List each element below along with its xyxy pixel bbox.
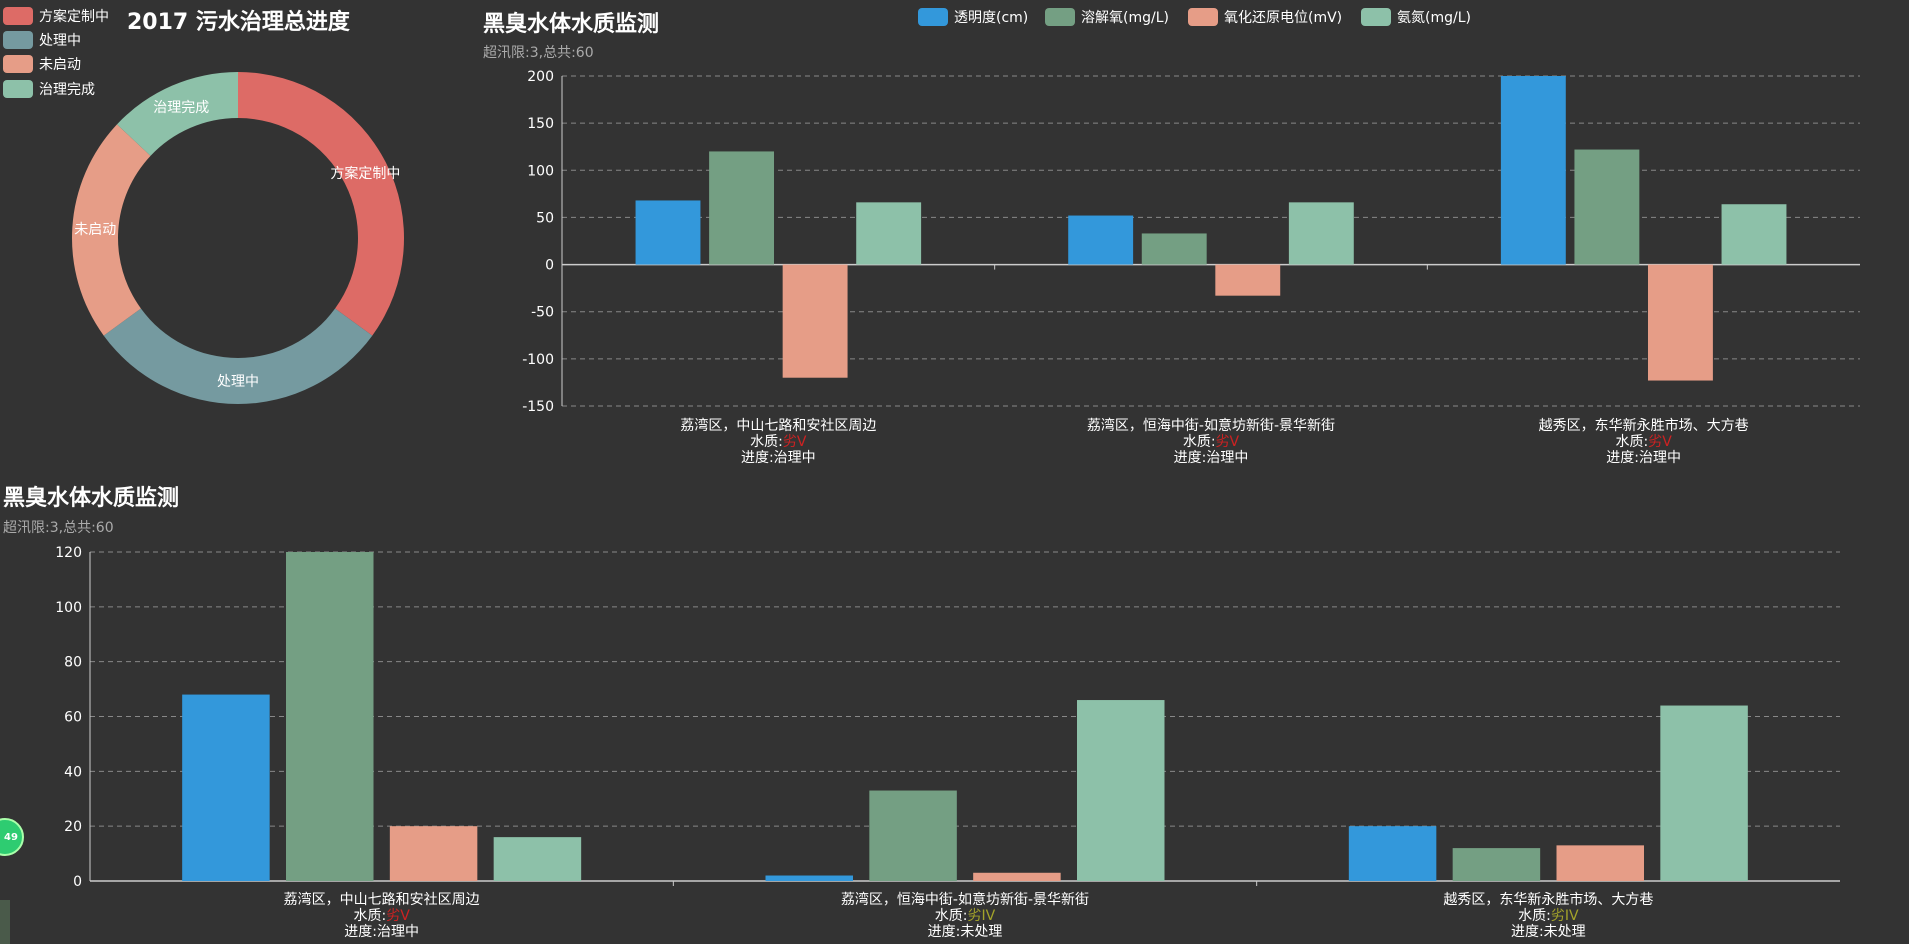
bar xyxy=(1349,826,1437,881)
y-tick-label: -50 xyxy=(531,305,554,321)
x-progress-label: 进度:治理中 xyxy=(1606,450,1681,466)
x-category-label: 越秀区，东华新永胜市场、大方巷 xyxy=(1443,891,1653,908)
y-tick-label: -100 xyxy=(522,352,554,368)
bar xyxy=(766,876,854,881)
bar xyxy=(1557,845,1645,881)
bar xyxy=(973,873,1061,881)
bar xyxy=(783,265,848,378)
y-tick-label: 50 xyxy=(536,210,554,226)
bottom-bar-chart: 120100806040200荔湾区，中山七路和安社区周边水质:劣V进度:治理中… xyxy=(0,470,1909,944)
bar xyxy=(1077,700,1165,881)
bar xyxy=(390,826,478,881)
quality-prefix: 水质: xyxy=(935,908,968,924)
x-quality-label: 水质:劣V xyxy=(750,434,807,450)
x-category-label: 荔湾区，中山七路和安社区周边 xyxy=(284,891,480,908)
x-category-label: 荔湾区，恒海中街-如意坊新街-景华新街 xyxy=(841,891,1089,908)
bar xyxy=(1501,76,1566,265)
bar xyxy=(709,151,774,264)
quality-value: 劣IV xyxy=(968,908,996,924)
bar xyxy=(636,200,701,264)
y-tick-label: 0 xyxy=(73,874,82,890)
y-tick-label: 100 xyxy=(55,600,82,616)
x-progress-label: 进度:治理中 xyxy=(344,924,419,940)
bar xyxy=(1648,265,1713,381)
x-progress-label: 进度:治理中 xyxy=(1174,450,1249,466)
bar xyxy=(494,837,581,881)
y-tick-label: 40 xyxy=(64,764,82,780)
badge-count: 49 xyxy=(4,832,18,843)
x-category-label: 荔湾区，中山七路和安社区周边 xyxy=(680,417,876,434)
x-quality-label: 水质:劣V xyxy=(1183,434,1240,450)
quality-prefix: 水质: xyxy=(750,434,783,450)
bar xyxy=(1289,202,1354,264)
bar xyxy=(1215,265,1280,296)
bar xyxy=(286,552,374,881)
bar xyxy=(1574,150,1639,265)
y-tick-label: 120 xyxy=(55,545,82,561)
x-quality-label: 水质:劣V xyxy=(1616,434,1673,450)
y-tick-label: 100 xyxy=(527,163,554,179)
quality-value: 劣IV xyxy=(1551,908,1579,924)
bar xyxy=(869,791,957,881)
quality-prefix: 水质: xyxy=(354,908,387,924)
x-quality-label: 水质:劣V xyxy=(354,908,411,924)
quality-value: 劣V xyxy=(386,908,410,924)
y-tick-label: 0 xyxy=(545,258,554,274)
quality-prefix: 水质: xyxy=(1616,434,1649,450)
y-tick-label: 200 xyxy=(527,69,554,85)
x-quality-label: 水质:劣IV xyxy=(1518,908,1579,924)
side-indicator xyxy=(0,900,10,944)
y-tick-label: 60 xyxy=(64,710,82,726)
top-bar-chart: 200 150 100 50 0 -50 -100 -150 荔湾区，中山七路和安社区周边水质:… xyxy=(0,0,1909,470)
bar xyxy=(1453,848,1541,881)
y-tick-label: 20 xyxy=(64,819,82,835)
y-tick-label: 80 xyxy=(64,655,82,671)
bar xyxy=(1068,216,1133,265)
x-progress-label: 进度:治理中 xyxy=(741,450,816,466)
x-category-label: 越秀区，东华新永胜市场、大方巷 xyxy=(1539,417,1749,434)
bar xyxy=(1722,204,1787,264)
quality-prefix: 水质: xyxy=(1518,908,1551,924)
x-progress-label: 进度:未处理 xyxy=(1511,924,1586,940)
bar xyxy=(1660,706,1748,881)
quality-value: 劣V xyxy=(783,434,807,450)
x-progress-label: 进度:未处理 xyxy=(928,924,1003,940)
bar xyxy=(182,695,270,881)
quality-value: 劣V xyxy=(1648,434,1672,450)
x-quality-label: 水质:劣IV xyxy=(935,908,996,924)
bar xyxy=(1142,233,1207,264)
x-category-label: 荔湾区，恒海中街-如意坊新街-景华新街 xyxy=(1087,417,1335,434)
y-tick-label: -150 xyxy=(522,399,554,415)
quality-prefix: 水质: xyxy=(1183,434,1216,450)
bar xyxy=(856,202,921,264)
quality-value: 劣V xyxy=(1216,434,1240,450)
y-tick-label: 150 xyxy=(527,116,554,132)
